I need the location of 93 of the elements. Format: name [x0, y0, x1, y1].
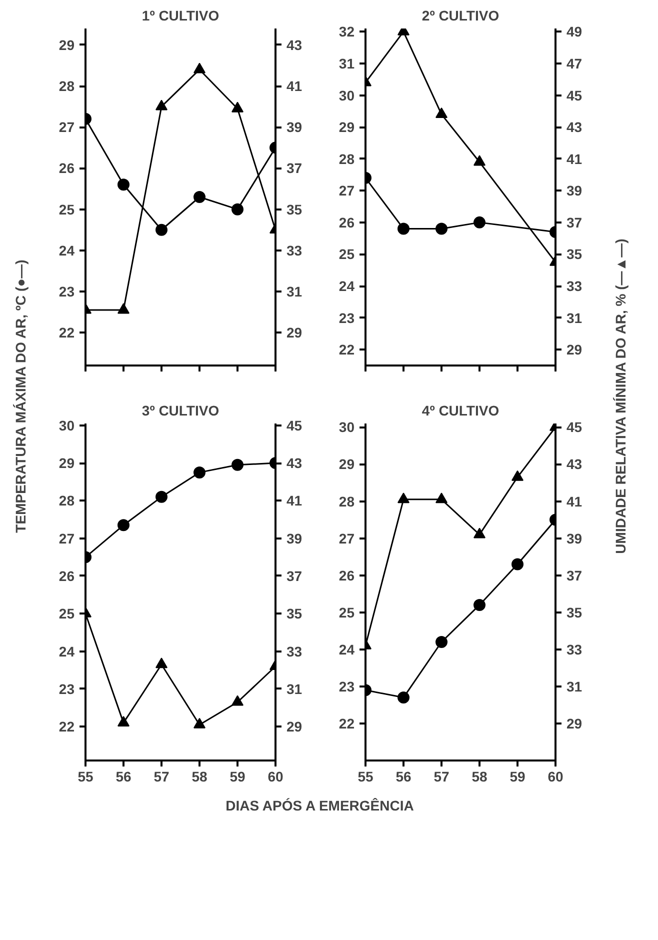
y-tick-label: 29: [338, 456, 355, 472]
y-tick-label: 24: [58, 643, 75, 660]
y2-tick-label: 43: [286, 36, 302, 53]
x-axis-title: DIAS APÓS A EMERGÊNCIA: [226, 798, 414, 814]
y2-tick-label: 43: [566, 456, 582, 472]
y2-tick-label: 29: [566, 715, 582, 732]
y-tick-label: 23: [338, 678, 355, 694]
chart-title: 1º CULTIVO: [142, 8, 220, 24]
y-tick-label: 27: [58, 119, 75, 136]
y-tick-label: 22: [338, 715, 355, 732]
y-tick-label: 25: [338, 246, 355, 262]
chart-title: 2º CULTIVO: [422, 8, 500, 24]
y2-tick-label: 43: [286, 455, 302, 472]
y2-tick-label: 33: [566, 278, 582, 294]
y-tick-label: 32: [338, 24, 355, 40]
x-tick-label: 57: [154, 768, 170, 784]
y2-tick-label: 45: [286, 417, 302, 434]
y-tick-label: 25: [58, 606, 75, 622]
y-tick-label: 30: [338, 419, 355, 436]
x-tick-label: 56: [116, 768, 132, 784]
y-tick-label: 30: [58, 417, 75, 434]
y2-tick-label: 39: [286, 119, 302, 136]
y2-tick-label: 39: [566, 530, 582, 546]
y2-axis-title: UMIDADE RELATIVA MÍNIMA DO AR, % (—▲—): [612, 238, 628, 554]
y-tick-label: 29: [58, 455, 75, 472]
y-tick-label: 24: [58, 242, 75, 258]
y-tick-label: 26: [58, 160, 75, 176]
x-tick-label: 60: [268, 768, 284, 784]
y2-tick-label: 35: [286, 606, 302, 622]
y2-tick-label: 31: [286, 680, 302, 697]
x-tick-label: 59: [230, 768, 246, 784]
y-tick-label: 26: [338, 214, 355, 230]
y-tick-label: 27: [58, 530, 75, 546]
y-tick-label: 23: [58, 284, 75, 300]
y2-tick-label: 37: [566, 567, 582, 584]
y-tick-label: 28: [338, 150, 355, 167]
y2-tick-label: 47: [566, 55, 582, 72]
y2-tick-label: 37: [286, 160, 302, 176]
y2-tick-label: 39: [566, 182, 582, 199]
y2-tick-label: 41: [286, 78, 302, 94]
y-tick-label: 25: [338, 604, 355, 620]
y-tick-label: 28: [58, 492, 75, 509]
y2-tick-label: 41: [566, 150, 582, 167]
y2-tick-label: 35: [566, 246, 582, 262]
y-tick-label: 22: [58, 324, 75, 341]
y2-tick-label: 31: [286, 284, 302, 300]
y-tick-label: 27: [338, 530, 355, 546]
y2-tick-label: 31: [566, 678, 582, 694]
y2-tick-label: 49: [566, 24, 582, 40]
x-tick-label: 56: [396, 768, 412, 784]
chart-title: 4º CULTIVO: [422, 402, 500, 418]
y-tick-label: 23: [58, 680, 75, 697]
y-tick-label: 23: [338, 310, 355, 326]
y-tick-label: 26: [338, 567, 355, 584]
y-tick-label: 22: [338, 342, 355, 358]
y2-tick-label: 37: [566, 214, 582, 230]
x-tick-label: 58: [472, 768, 488, 784]
y2-tick-label: 45: [566, 419, 582, 436]
y-tick-label: 24: [338, 641, 355, 658]
y2-tick-label: 45: [566, 87, 582, 104]
y2-tick-label: 35: [286, 201, 302, 218]
y-tick-label: 29: [58, 36, 75, 53]
x-tick-label: 55: [78, 768, 94, 784]
y-tick-label: 30: [338, 87, 355, 104]
y-axis-title: TEMPERATURA MÁXIMA DO AR, ºC (●—): [12, 260, 28, 533]
y-tick-label: 24: [338, 278, 355, 294]
x-tick-label: 59: [510, 768, 526, 784]
y-tick-label: 27: [338, 182, 355, 199]
x-tick-label: 58: [192, 768, 208, 784]
y2-tick-label: 31: [566, 310, 582, 326]
y2-tick-label: 39: [286, 530, 302, 546]
y-tick-label: 22: [58, 718, 75, 735]
x-tick-label: 60: [548, 768, 564, 784]
x-tick-label: 57: [434, 768, 450, 784]
y-tick-label: 25: [58, 201, 75, 218]
y2-tick-label: 29: [566, 342, 582, 358]
chart-title: 3º CULTIVO: [142, 402, 220, 418]
y-tick-label: 26: [58, 568, 75, 584]
y2-tick-label: 43: [566, 119, 582, 136]
y2-tick-label: 41: [286, 492, 302, 509]
y2-tick-label: 33: [566, 641, 582, 658]
y-tick-label: 28: [58, 78, 75, 94]
y2-tick-label: 29: [286, 718, 302, 735]
y2-tick-label: 29: [286, 324, 302, 341]
y2-tick-label: 33: [286, 643, 302, 660]
y2-tick-label: 33: [286, 242, 302, 258]
y2-tick-label: 41: [566, 493, 582, 510]
y-tick-label: 31: [338, 55, 355, 72]
y-tick-label: 28: [338, 493, 355, 510]
y2-tick-label: 37: [286, 568, 302, 584]
y2-tick-label: 35: [566, 604, 582, 620]
x-tick-label: 55: [358, 768, 374, 784]
y-tick-label: 29: [338, 119, 355, 136]
